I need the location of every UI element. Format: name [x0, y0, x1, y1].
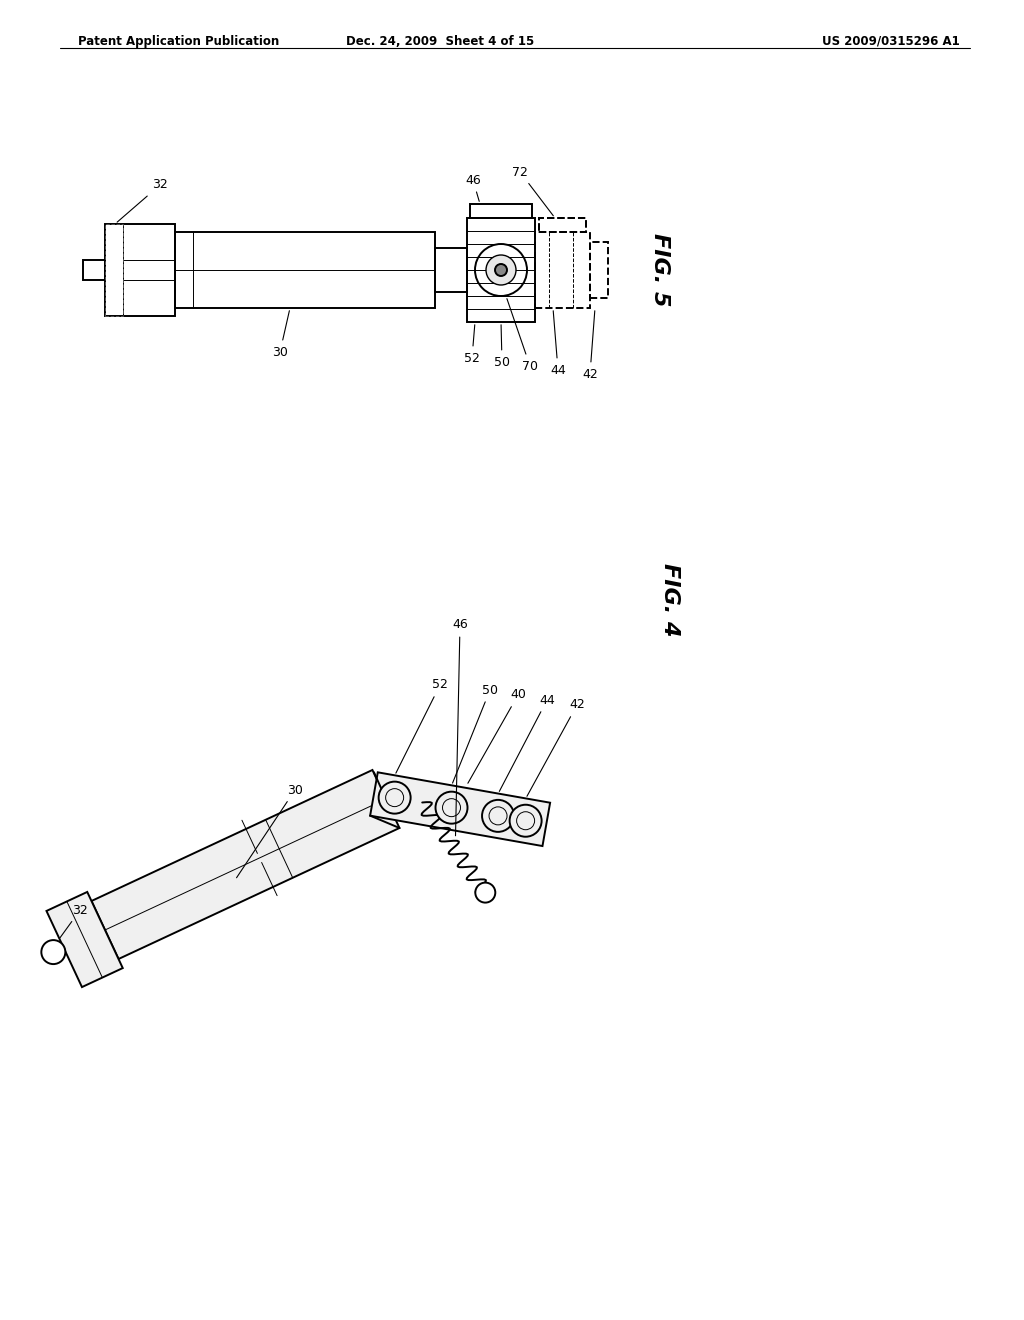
Text: 50: 50 — [494, 325, 510, 368]
Text: 32: 32 — [60, 903, 88, 937]
Polygon shape — [370, 772, 550, 846]
Bar — [539, 218, 586, 232]
Text: 72: 72 — [512, 165, 553, 215]
Text: 52: 52 — [464, 325, 480, 364]
Text: FIG. 5: FIG. 5 — [650, 234, 670, 306]
Text: 42: 42 — [582, 310, 598, 380]
Text: 52: 52 — [396, 678, 447, 774]
Bar — [470, 205, 532, 218]
Text: Dec. 24, 2009  Sheet 4 of 15: Dec. 24, 2009 Sheet 4 of 15 — [346, 36, 535, 48]
Text: 50: 50 — [453, 684, 498, 783]
Bar — [83, 260, 105, 280]
Polygon shape — [46, 892, 123, 987]
Bar — [590, 242, 608, 298]
Bar — [175, 232, 435, 308]
Circle shape — [435, 792, 468, 824]
Bar — [105, 224, 175, 315]
Circle shape — [475, 883, 496, 903]
Bar — [467, 218, 535, 322]
Text: 46: 46 — [465, 173, 481, 202]
Circle shape — [486, 255, 516, 285]
Bar — [539, 218, 586, 232]
Text: 44: 44 — [500, 693, 555, 792]
Text: Patent Application Publication: Patent Application Publication — [78, 36, 280, 48]
Circle shape — [510, 805, 542, 837]
Circle shape — [482, 800, 514, 832]
Text: 46: 46 — [453, 619, 468, 836]
Text: 30: 30 — [272, 310, 290, 359]
Bar — [435, 248, 467, 292]
Text: 32: 32 — [117, 178, 168, 222]
Bar — [535, 232, 590, 308]
Text: 44: 44 — [550, 310, 566, 376]
Text: 42: 42 — [527, 698, 585, 796]
Polygon shape — [91, 770, 399, 960]
Circle shape — [379, 781, 411, 813]
Circle shape — [41, 940, 66, 964]
Text: US 2009/0315296 A1: US 2009/0315296 A1 — [822, 36, 961, 48]
Text: 40: 40 — [468, 689, 526, 783]
Text: FIG. 4: FIG. 4 — [660, 564, 680, 636]
Text: 30: 30 — [237, 784, 303, 878]
Bar — [105, 224, 123, 315]
Circle shape — [495, 264, 507, 276]
Text: 70: 70 — [507, 298, 538, 372]
